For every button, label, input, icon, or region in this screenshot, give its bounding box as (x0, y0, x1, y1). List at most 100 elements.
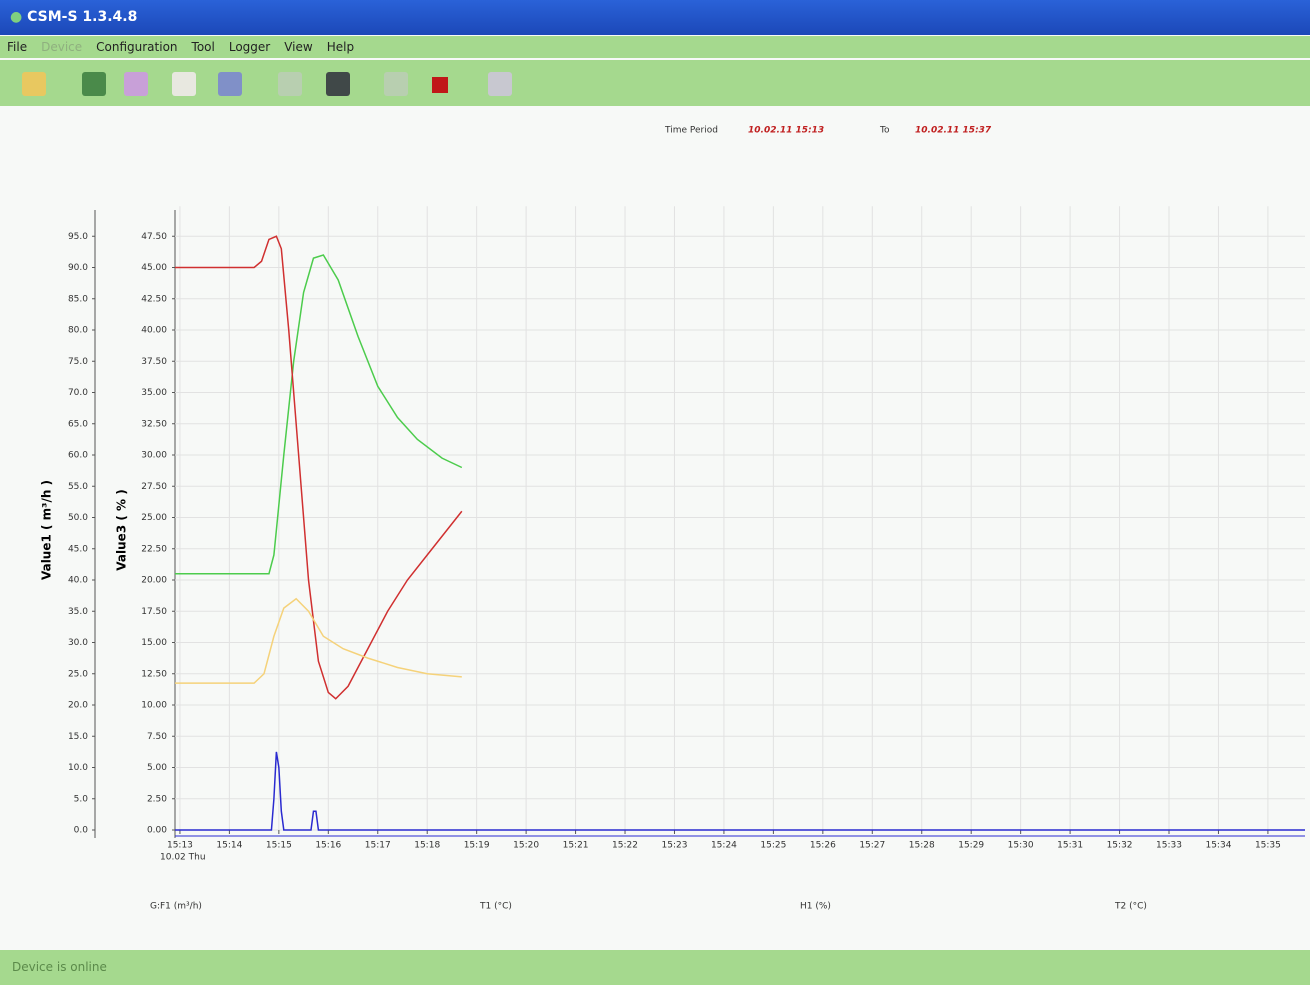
y-tick-label: 10.0 (68, 763, 88, 773)
x-tick-label: 15:30 (1008, 841, 1034, 851)
y2-tick-label: 0.00 (147, 826, 167, 836)
title-bar: ● CSM-S 1.3.4.8 (0, 0, 1310, 35)
y-tick-label: 40.0 (68, 576, 88, 586)
menu-bar: File Device Configuration Tool Logger View Hel… (0, 36, 1310, 58)
window-title: CSM-S 1.3.4.8 (27, 9, 138, 25)
toolbar (0, 60, 1310, 106)
x-tick-label: 15:17 (365, 841, 391, 851)
table-button[interactable] (172, 72, 196, 96)
legend-entry: G:F1 (m³/h) (150, 902, 202, 912)
open-button[interactable] (22, 72, 46, 96)
x-tick-label: 15:21 (563, 841, 589, 851)
series-line (175, 597, 462, 684)
x-tick-label: 15:35 (1255, 841, 1281, 851)
y-tick-label: 35.0 (68, 607, 88, 617)
y2-tick-label: 5.00 (147, 763, 167, 773)
menu-item[interactable]: Configuration (96, 40, 178, 54)
stop-button[interactable] (432, 77, 448, 93)
y2-tick-label: 25.00 (141, 513, 167, 523)
y-tick-label: 50.0 (68, 513, 88, 523)
x-tick-label: 15:19 (464, 841, 490, 851)
device-button[interactable] (82, 72, 106, 96)
status-bar: Device is online (0, 950, 1310, 985)
x-tick-label: 15:27 (859, 841, 885, 851)
menu-item[interactable]: File (7, 40, 28, 54)
legend-entry: H1 (%) (800, 902, 831, 912)
y2-tick-label: 12.50 (141, 669, 167, 679)
y-tick-label: 5.0 (74, 794, 89, 804)
y-tick-label: 55.0 (68, 482, 88, 492)
x-tick-label: 15:28 (909, 841, 935, 851)
x-date-label: 10.02 Thu (160, 853, 206, 863)
y2-tick-label: 27.50 (141, 482, 167, 492)
y2-tick-label: 45.00 (141, 263, 167, 273)
x-tick-label: 15:32 (1107, 841, 1133, 851)
x-tick-label: 15:23 (662, 841, 688, 851)
x-tick-label: 15:26 (810, 841, 836, 851)
y-tick-label: 15.0 (68, 732, 88, 742)
y2-tick-label: 37.50 (141, 357, 167, 367)
x-tick-label: 15:18 (414, 841, 440, 851)
y2-tick-label: 20.00 (141, 576, 167, 586)
menu-item[interactable]: Help (326, 40, 355, 54)
series-line (175, 751, 1305, 831)
y-tick-label: 60.0 (68, 451, 88, 461)
y2-tick-label: 15.00 (141, 638, 167, 648)
menu-item[interactable]: Tool (191, 40, 215, 54)
y-tick-label: 95.0 (68, 232, 88, 242)
x-tick-label: 15:24 (711, 841, 737, 851)
x-tick-label: 15:14 (216, 841, 242, 851)
y-tick-label: 90.0 (68, 263, 88, 273)
y2-tick-label: 47.50 (141, 232, 167, 242)
y2-tick-label: 10.00 (141, 701, 167, 711)
menu-item[interactable]: Device (41, 40, 83, 54)
x-tick-label: 15:29 (958, 841, 984, 851)
x-tick-label: 15:33 (1156, 841, 1182, 851)
legend-entry: T2 (°C) (1114, 902, 1147, 912)
y-tick-label: 0.0 (74, 826, 89, 836)
x-tick-label: 15:31 (1057, 841, 1083, 851)
series-line (175, 235, 463, 700)
x-tick-label: 15:34 (1205, 841, 1231, 851)
x-tick-label: 15:20 (513, 841, 539, 851)
period-from: 10.02.11 15:13 (748, 126, 824, 136)
y-axis-label: Value1 ( m³/h ) (40, 480, 54, 580)
app-icon: ● (10, 9, 23, 25)
y-tick-label: 65.0 (68, 419, 88, 429)
window-button[interactable] (326, 72, 350, 96)
disabled-button (278, 72, 302, 96)
y2-tick-label: 35.00 (141, 388, 167, 398)
period-to: 10.02.11 15:37 (915, 126, 992, 136)
y2-tick-label: 17.50 (141, 607, 167, 617)
print-button[interactable] (488, 72, 512, 96)
y-tick-label: 20.0 (68, 701, 88, 711)
menu-item[interactable]: View (284, 40, 313, 54)
period-to-label: To (879, 126, 890, 136)
y-tick-label: 80.0 (68, 326, 88, 336)
settings-button[interactable] (218, 72, 242, 96)
y2-tick-label: 40.00 (141, 326, 167, 336)
y-tick-label: 30.0 (68, 638, 88, 648)
y-tick-label: 70.0 (68, 388, 88, 398)
y2-tick-label: 2.50 (147, 794, 167, 804)
y2-tick-label: 7.50 (147, 732, 167, 742)
y2-tick-label: 22.50 (141, 544, 167, 554)
y2-tick-label: 30.00 (141, 451, 167, 461)
menu-item[interactable]: Logger (228, 40, 271, 54)
y-tick-label: 45.0 (68, 544, 88, 554)
y-tick-label: 85.0 (68, 294, 88, 304)
x-tick-label: 15:13 (167, 841, 193, 851)
legend-entry: T1 (°C) (479, 902, 512, 912)
chart: Time Period 10.02.11 15:13 To 10.02.11 1… (40, 126, 1305, 912)
x-tick-label: 15:25 (760, 841, 786, 851)
x-tick-label: 15:22 (612, 841, 638, 851)
series-line (175, 254, 463, 575)
x-tick-label: 15:15 (266, 841, 292, 851)
status-text: Device is online (12, 960, 107, 974)
chart-button[interactable] (124, 72, 148, 96)
period-label: Time Period (664, 126, 718, 136)
x-tick-label: 15:16 (315, 841, 341, 851)
play-button (384, 72, 408, 96)
y2-axis-label: Value3 ( % ) (115, 489, 129, 570)
